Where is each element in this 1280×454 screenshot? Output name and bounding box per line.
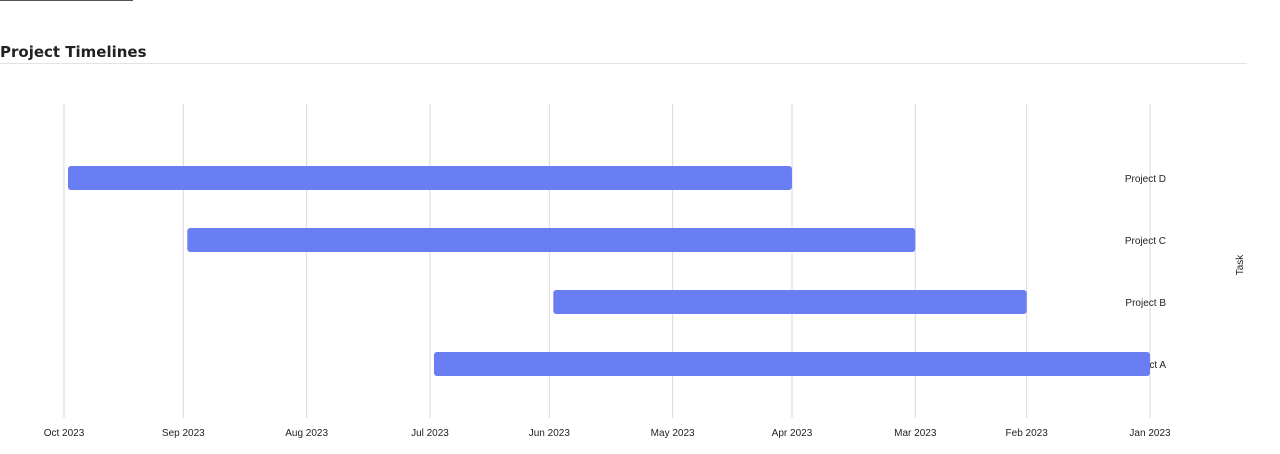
bars: [67, 166, 1150, 376]
x-tick-label: May 2023: [651, 428, 695, 439]
top-rule: [0, 0, 133, 1]
x-tick-labels: Oct 2023 Sep 2023 Aug 2023 Jul 2023 Jun 2023…: [44, 428, 1171, 439]
bar-project-b: [553, 290, 1027, 314]
x-tick-label: Jul 2023: [411, 428, 449, 439]
bar-project-a: [433, 352, 1150, 376]
bar-project-d: [67, 166, 792, 190]
x-tick-label: Jan 2023: [1129, 428, 1171, 439]
x-tick-label: Feb 2023: [1006, 428, 1049, 439]
category-label: Project C: [1125, 236, 1166, 247]
x-tick-label: Oct 2023: [44, 428, 85, 439]
y-axis-title: Task: [1235, 254, 1246, 276]
bar-project-c: [187, 228, 916, 252]
x-tick-label: Sep 2023: [162, 428, 205, 439]
category-label: Project B: [1125, 298, 1166, 309]
category-label: Project D: [1125, 174, 1166, 185]
section-title: Project Timelines: [0, 43, 147, 61]
x-tick-label: Jun 2023: [529, 428, 571, 439]
x-tick-label: Apr 2023: [772, 428, 813, 439]
x-tick-label: Aug 2023: [285, 428, 328, 439]
x-tick-label: Mar 2023: [894, 428, 937, 439]
section-divider: [0, 63, 1247, 64]
